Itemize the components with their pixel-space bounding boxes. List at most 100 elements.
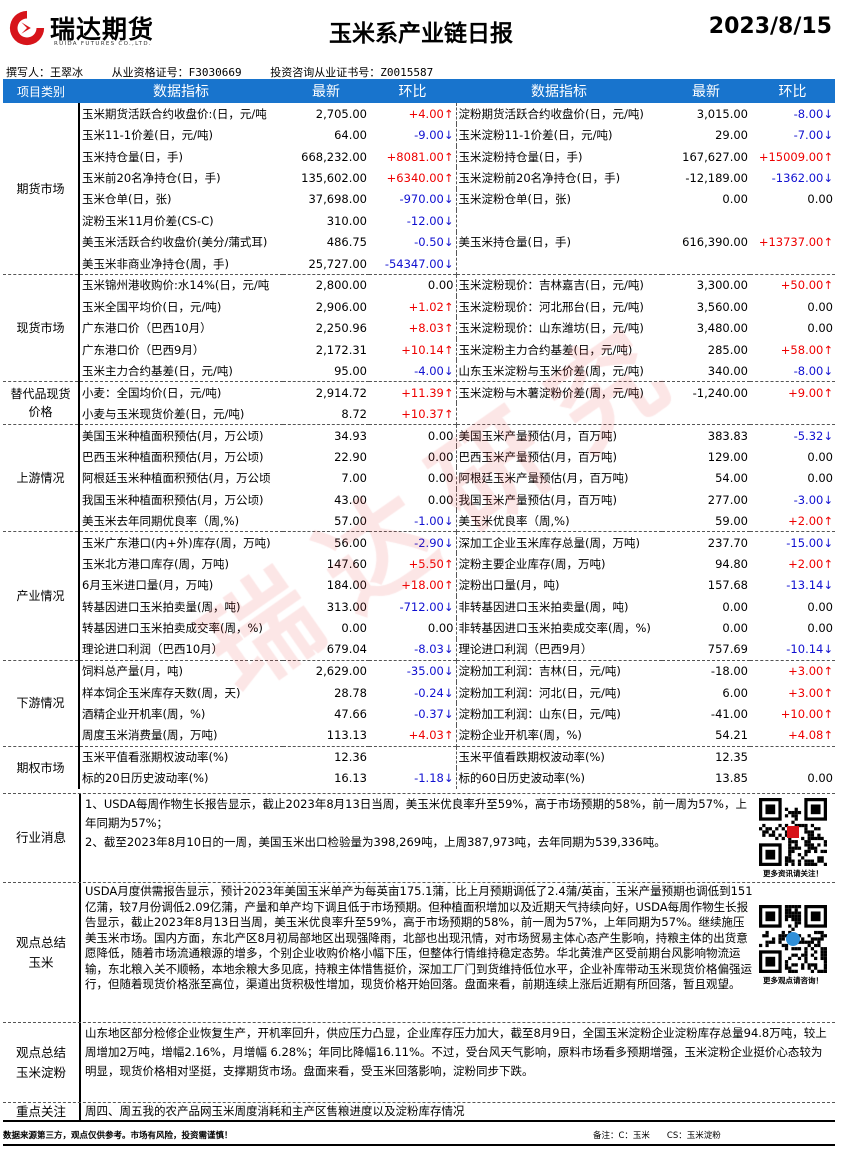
metric-name: 淀粉玉米11月价差(CS-C) (82, 213, 214, 228)
table-row: 广东港口价（巴西9月） 2,172.31 +10.14↑ 玉米淀粉主力合约基差(日，元… (3, 338, 835, 361)
latest-value: 157.68 (707, 578, 748, 593)
metric-name: 淀粉主要企业库存(周，万吨) (458, 556, 606, 571)
latest-value: 8.72 (341, 406, 367, 421)
table-row: 广东港口价（巴西10月） 2,250.96 +8.03↑ 玉米淀粉现价：山东潍坊(日，… (3, 317, 835, 339)
table-row: 样本饲企玉米库存天数(周，天) 28.78 -0.24↓ 淀粉加工利润：河北(日，元/… (3, 681, 835, 704)
column-header: 环比 (369, 79, 456, 103)
table-row: 玉米前20名净持仓(日，手) 135,602.00 +6340.00↑ 玉米淀粉前20… (3, 167, 835, 189)
latest-value: 3,300.00 (662, 273, 750, 296)
latest-value: -18.00 (662, 659, 750, 682)
table-row: 淀粉玉米11月价差(CS-C) 310.00 -12.00↓ (3, 210, 835, 232)
change-value: 0.00 (807, 621, 833, 636)
latest-value: 13.85 (715, 771, 748, 786)
footer: 数据来源第三方，观点仅供参考。市场有风险，投资需谨慎！ 备注：C：玉米 CS：玉… (3, 1120, 835, 1141)
table-row: 替代品现货价格 小麦：全国均价(日，元/吨) 2,914.72 +11.39↑ 玉米淀粉… (3, 381, 835, 425)
change-value: +50.00↑ (750, 273, 835, 296)
news-section: 行业消息 1、USDA每周作物生长报告显示，截止2023年8月13日当周，美玉米… (3, 793, 835, 882)
table-row: 玉米北方港口库存(周，万吨) 147.60 +5.50↑ 淀粉主要企业库存(周，万吨)… (3, 553, 835, 575)
qr-consult[interactable]: 更多观点请咨询！ (757, 905, 829, 986)
latest-value: 383.83 (662, 424, 750, 446)
metric-name: 非转基因进口玉米拍卖成交率(周，%) (458, 621, 651, 636)
metric-name: 我国玉米产量预估(月，百万吨) (458, 492, 617, 507)
metric-name: 玉米仓单(日，张) (82, 192, 172, 207)
change-value: 0.00 (807, 321, 833, 336)
latest-value: -12,189.00 (685, 171, 748, 186)
change-value: 0.00 (807, 471, 833, 486)
metric-name: 玉米淀粉持仓量(日，手) (458, 149, 583, 164)
bottom-divider (3, 1144, 835, 1146)
change-value: +11.39↑ (369, 381, 457, 404)
change-value: 0.00 (369, 467, 457, 489)
qr-caption: 更多观点请咨询！ (763, 976, 823, 985)
latest-value: 113.13 (326, 728, 367, 743)
change-value: +3.00↑ (750, 659, 835, 682)
latest-value: 37,698.00 (308, 192, 367, 207)
change-value: -8.00↓ (793, 106, 833, 121)
latest-value: 57.00 (334, 513, 367, 528)
starch-view-section: 观点总结玉米淀粉 山东地区部分检修企业恢复生产，开机率回升，供应压力凸显，企业库… (3, 1022, 835, 1102)
latest-value: 2,914.72 (283, 381, 369, 404)
latest-value (662, 210, 750, 231)
qr-code-icon (759, 798, 827, 866)
table-row: 巴西玉米种植面积预估(月，万公顷) 22.90 0.00 巴西玉米产量预估(月，百万吨… (3, 446, 835, 468)
latest-value: 2,800.00 (283, 273, 369, 296)
latest-value: 757.69 (707, 642, 748, 657)
latest-value: 95.00 (334, 363, 367, 378)
metric-name: 美玉米持仓量(日，手) (458, 235, 571, 250)
latest-value: 340.00 (707, 363, 748, 378)
latest-value: 0.00 (341, 621, 367, 636)
metric-name: 玉米淀粉主力合约基差(日，元/吨) (458, 342, 633, 357)
change-value: -0.50↓ (369, 231, 457, 254)
metric-name: 玉米持仓量(日，手) (82, 149, 183, 164)
metric-name (456, 210, 662, 231)
metric-name: 淀粉加工利润：山东(日，元/吨) (458, 706, 621, 721)
corn-view-label-text: 观点总结玉米 (15, 934, 66, 970)
latest-value: 679.04 (326, 642, 367, 657)
latest-value: 59.00 (715, 513, 748, 528)
table-row: 现货市场 玉米锦州港收购价:水14%(日，元/吨 2,800.00 0.00 玉米淀粉现… (3, 273, 835, 382)
change-value: -10.14↓ (786, 642, 833, 657)
qr-follow[interactable]: 更多资讯请关注！ (757, 798, 829, 879)
change-value: 0.00 (807, 771, 833, 786)
metric-name: 6月玉米进口量(月，万吨) (82, 578, 214, 593)
change-value: -13.14↓ (786, 578, 833, 593)
change-value: +9.00↑ (750, 381, 835, 404)
change-value: -0.24↓ (369, 681, 457, 704)
change-value (750, 210, 835, 231)
table-row: 产业情况 玉米广东港口(内+外)库存(周，万吨) 56.00 -2.90↓ 深加工企业玉… (3, 531, 835, 661)
corn-view-section: 观点总结玉米 USDA月度供需报告显示，预计2023年美国玉米单产为每英亩175… (3, 882, 835, 1022)
latest-value: 43.00 (334, 492, 367, 507)
category-cell: 产业情况 (3, 531, 80, 661)
change-value (750, 745, 835, 768)
metric-name: 玉米广东港口(内+外)库存(周，万吨) (79, 531, 283, 554)
latest-value: 47.66 (334, 706, 367, 721)
latest-value: 2,172.31 (315, 342, 367, 357)
change-value: -0.37↓ (369, 703, 457, 725)
table-row: 美玉米活跃合约收盘价(美分/蒲式耳) 486.75 -0.50↓ 美玉米持仓量(日，手… (3, 231, 835, 254)
latest-value: 3,560.00 (696, 299, 748, 314)
latest-value: -41.00 (710, 706, 748, 721)
table-row: 理论进口利润（巴西10月） 679.04 -8.03↓ 理论进口利润（巴西9月） 757… (3, 638, 835, 661)
latest-value: 7.00 (341, 471, 367, 486)
change-value: 0.00 (369, 617, 457, 639)
latest-value: 3,480.00 (696, 321, 748, 336)
author: 撰写人：王翠冰 (6, 66, 83, 79)
metric-name: 美玉米非商业净持仓(周，手) (82, 256, 229, 271)
latest-value: 16.13 (334, 771, 367, 786)
change-value: -970.00↓ (369, 188, 457, 211)
change-value: -54347.00↓ (369, 253, 457, 275)
qr-code-icon (759, 905, 827, 973)
table-row: 玉米11-1价差(日，元/吨) 64.00 -9.00↓ 玉米淀粉11-1价差(日，元… (3, 124, 835, 146)
change-value: 0.00 (369, 424, 457, 446)
metric-name: 玉米11-1价差(日，元/吨) (82, 128, 213, 143)
metric-name: 玉米淀粉仓单(日，张) (458, 192, 571, 207)
metric-name: 非转基因进口玉米拍卖量(周，吨) (458, 599, 629, 614)
metric-name: 广东港口价（巴西9月） (82, 342, 205, 357)
metric-name: 玉米淀粉与木薯淀粉价差(周，元/吨) (456, 381, 662, 404)
metric-name: 阿根廷玉米产量预估(月，百万吨) (458, 471, 629, 486)
metric-name: 玉米全国平均价(日，元/吨) (82, 299, 222, 314)
change-value: -5.32↓ (750, 424, 835, 446)
metric-name: 玉米期货活跃合约收盘价:(日，元/吨 (82, 106, 267, 121)
change-value: +4.08↑ (788, 728, 833, 743)
metric-name: 玉米北方港口库存(周，万吨) (82, 556, 229, 571)
